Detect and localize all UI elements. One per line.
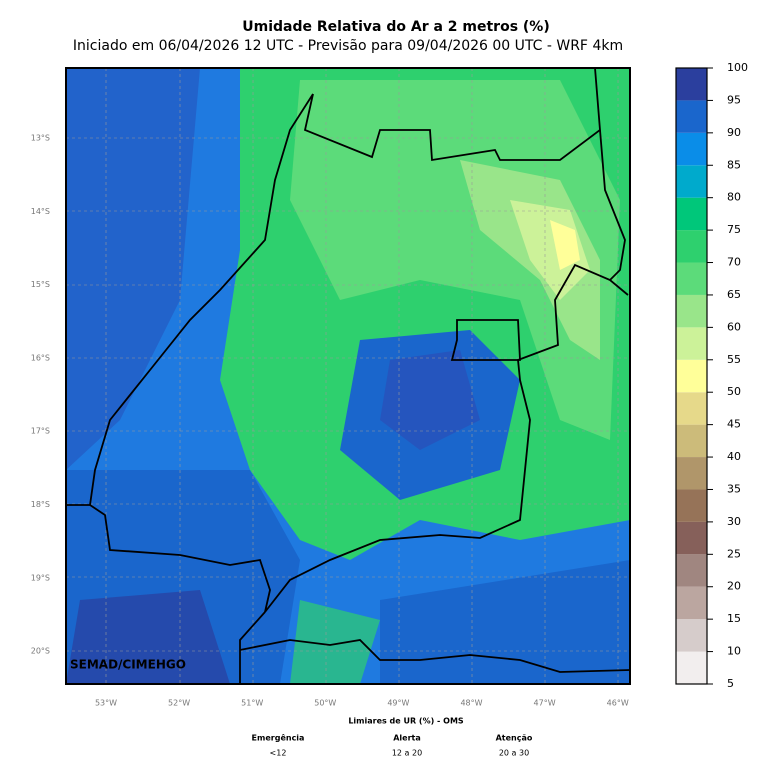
legend-range: <12 <box>270 749 287 758</box>
colorbar-tick-label: 40 <box>727 450 741 463</box>
colorbar-segment <box>676 489 707 522</box>
colorbar-segment <box>676 651 707 684</box>
colorbar-segment <box>676 359 707 393</box>
colorbar-segment <box>676 327 707 360</box>
lat-labels: 13°S 14°S 15°S 16°S 17°S 18°S 19°S 20°S <box>31 134 50 656</box>
legend-range: 20 a 30 <box>499 749 529 758</box>
lat-label: 15°S <box>31 280 50 289</box>
colorbar-segment <box>676 457 707 490</box>
lon-label: 53°W <box>95 699 117 708</box>
colorbar-segment <box>676 392 707 425</box>
map-frame <box>65 67 631 685</box>
lon-label: 52°W <box>168 699 190 708</box>
lat-label: 13°S <box>31 134 50 143</box>
title: Umidade Relativa do Ar a 2 metros (%) <box>242 19 549 35</box>
colorbar-tick-label: 30 <box>727 515 741 528</box>
colorbar-tick-label: 50 <box>727 385 741 398</box>
colorbar-segment <box>676 262 707 295</box>
colorbar-tick-label: 65 <box>727 288 741 301</box>
colorbar-tick-label: 15 <box>727 612 741 625</box>
colorbar-tick-label: 80 <box>727 191 741 204</box>
legend-range: 12 a 20 <box>392 749 422 758</box>
colorbar-tick-label: 5 <box>727 677 734 690</box>
colorbar-segment <box>676 165 707 198</box>
lon-labels: 53°W 52°W 51°W 50°W 49°W 48°W 47°W 46°W <box>95 699 629 708</box>
legend-label: Atenção <box>496 734 533 743</box>
colorbar-tick-label: 90 <box>727 126 741 139</box>
colorbar-tick-label: 45 <box>727 418 741 431</box>
colorbar-segment <box>676 521 707 555</box>
colorbar-segment <box>676 197 707 231</box>
lat-label: 19°S <box>31 573 50 582</box>
colorbar-segment <box>676 554 707 587</box>
colorbar-frame <box>675 67 708 685</box>
colorbar-tick-label: 20 <box>727 580 741 593</box>
lat-label: 20°S <box>31 647 50 656</box>
colorbar-tick-label: 75 <box>727 223 741 236</box>
legend-label: Alerta <box>393 734 421 743</box>
colorbar-tick-label: 55 <box>727 353 741 366</box>
lat-label: 14°S <box>31 207 50 216</box>
colorbar-segment <box>676 586 707 620</box>
credit: SEMAD/CIMEHGO <box>70 658 186 672</box>
colorbar-tick-label: 100 <box>727 61 748 74</box>
colorbar-tick-label: 70 <box>727 256 741 269</box>
lon-label: 46°W <box>607 699 629 708</box>
colorbar-tick-label: 35 <box>727 482 741 495</box>
map-field <box>66 68 630 684</box>
legend-label: Emergência <box>252 733 305 743</box>
lon-label: 51°W <box>241 699 263 708</box>
colorbar-segment <box>676 424 707 458</box>
colorbar-segment <box>676 619 707 652</box>
colorbar-tick-label: 95 <box>727 93 741 106</box>
legend-title: Limiares de UR (%) - OMS <box>348 717 464 726</box>
colorbar-segment <box>676 230 707 263</box>
colorbar-segment <box>676 132 707 166</box>
colorbar-tick-label: 60 <box>727 320 741 333</box>
colorbar-segment <box>676 68 707 101</box>
colorbar: 5 10 15 20 25 30 35 40 45 50 55 60 65 70 75 80 85 90 95 100 <box>676 61 748 690</box>
lat-label: 18°S <box>31 500 50 509</box>
lat-label: 16°S <box>31 353 50 362</box>
lon-label: 50°W <box>314 699 336 708</box>
subtitle: Iniciado em 06/04/2026 12 UTC - Previsão… <box>73 38 623 54</box>
colorbar-tick-label: 25 <box>727 547 741 560</box>
lon-label: 49°W <box>387 699 409 708</box>
colorbar-segment <box>676 100 707 133</box>
colorbar-tick-label: 10 <box>727 645 741 658</box>
lat-label: 17°S <box>31 427 50 436</box>
lon-label: 48°W <box>460 699 482 708</box>
colorbar-segment <box>676 294 707 328</box>
legend: Emergência <12 Alerta 12 a 20 Atenção 20 a 30 <box>252 733 533 758</box>
lon-label: 47°W <box>534 699 556 708</box>
colorbar-tick-label: 85 <box>727 158 741 171</box>
